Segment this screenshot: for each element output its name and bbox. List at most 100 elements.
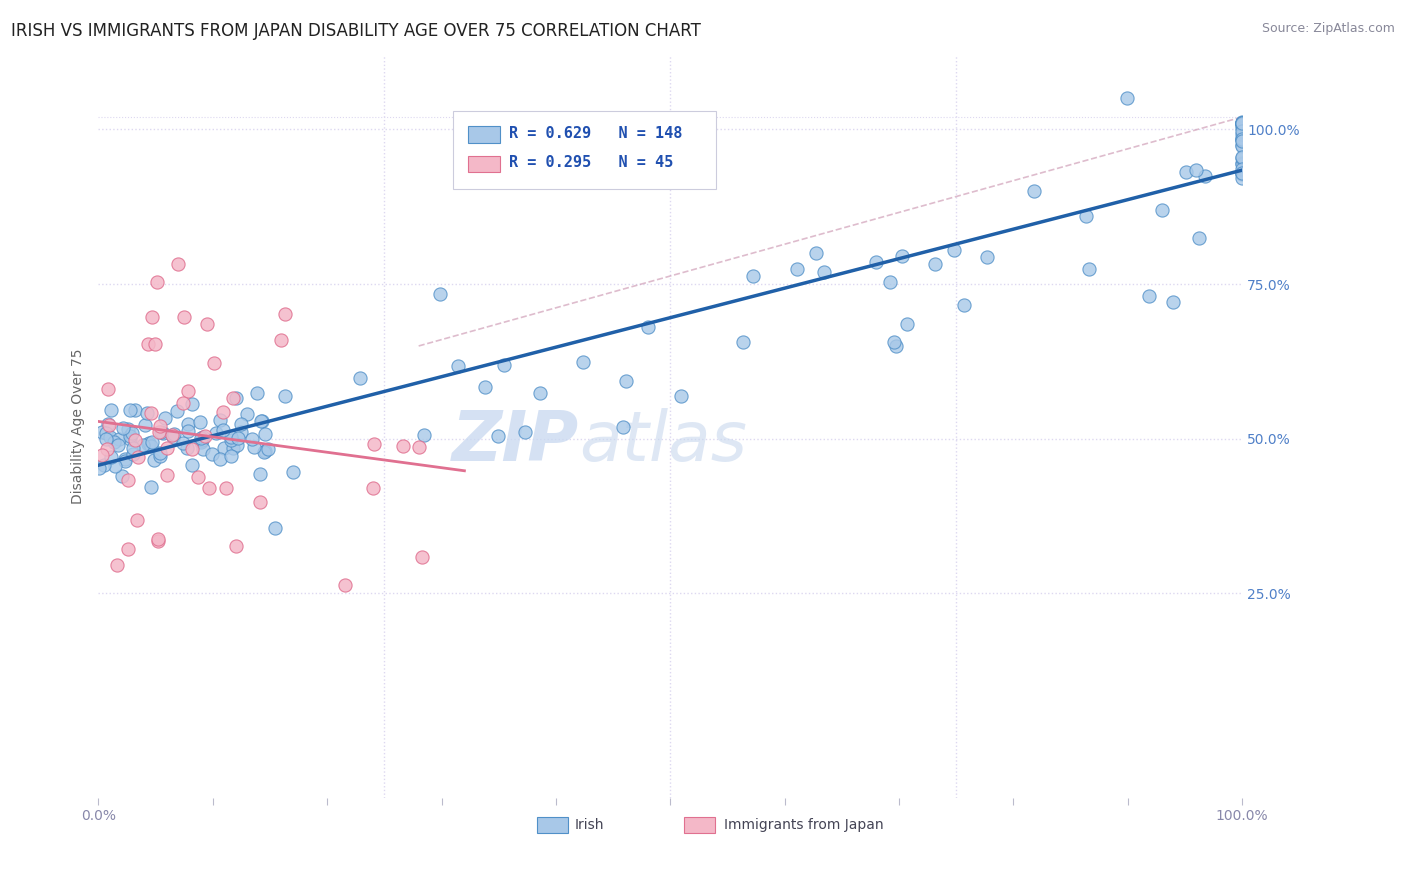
Point — [143, 453, 166, 467]
Point — [190, 431, 212, 445]
Point — [813, 265, 835, 279]
Point — [1184, 163, 1206, 178]
Point — [231, 425, 253, 439]
Point — [121, 426, 143, 441]
Point — [141, 310, 163, 324]
Point — [953, 298, 976, 312]
Point — [225, 539, 247, 553]
Point — [413, 427, 436, 442]
Point — [162, 430, 184, 444]
Point — [349, 370, 371, 384]
Point — [121, 441, 143, 455]
Point — [132, 438, 155, 452]
Point — [139, 439, 162, 453]
Point — [1230, 116, 1253, 130]
Point — [134, 417, 156, 432]
Point — [90, 448, 112, 462]
Point — [163, 426, 186, 441]
Point — [162, 428, 184, 442]
Point — [204, 426, 226, 441]
Point — [188, 415, 211, 429]
Point — [1230, 131, 1253, 145]
Point — [1137, 289, 1160, 303]
Point — [89, 460, 111, 475]
Point — [146, 275, 169, 289]
Point — [139, 480, 162, 494]
Point — [637, 319, 659, 334]
Point — [177, 417, 200, 431]
Point — [229, 417, 252, 431]
Point — [138, 437, 160, 451]
Point — [1150, 202, 1173, 217]
Point — [194, 428, 217, 442]
Point — [121, 447, 143, 461]
Point — [283, 465, 305, 479]
Point — [1230, 166, 1253, 180]
Point — [136, 337, 159, 351]
Point — [486, 429, 509, 443]
Point — [1230, 116, 1253, 130]
Text: Source: ZipAtlas.com: Source: ZipAtlas.com — [1261, 22, 1395, 36]
Point — [97, 417, 120, 431]
Point — [865, 255, 887, 269]
Point — [219, 430, 242, 444]
Point — [1163, 295, 1185, 310]
Point — [215, 481, 238, 495]
Point — [187, 469, 209, 483]
Point — [236, 407, 259, 421]
Point — [429, 286, 451, 301]
Point — [976, 251, 998, 265]
Point — [177, 384, 200, 399]
Point — [1230, 139, 1253, 153]
Point — [391, 439, 413, 453]
Point — [1078, 261, 1101, 276]
Point — [274, 307, 297, 321]
Point — [149, 418, 172, 433]
Point — [1230, 157, 1253, 171]
Point — [221, 433, 243, 447]
Point — [97, 382, 120, 396]
Point — [117, 473, 139, 487]
Point — [97, 418, 120, 433]
Point — [253, 427, 276, 442]
Point — [253, 445, 276, 459]
Point — [883, 334, 905, 349]
FancyBboxPatch shape — [468, 127, 501, 143]
Point — [896, 317, 918, 331]
Text: IRISH VS IMMIGRANTS FROM JAPAN DISABILITY AGE OVER 75 CORRELATION CHART: IRISH VS IMMIGRANTS FROM JAPAN DISABILIT… — [11, 22, 702, 40]
Point — [212, 423, 235, 437]
Point — [1194, 169, 1216, 183]
Point — [250, 414, 273, 428]
Point — [173, 310, 195, 325]
Point — [107, 438, 129, 452]
Point — [96, 425, 118, 440]
Point — [156, 442, 179, 456]
Point — [153, 410, 176, 425]
Point — [1230, 116, 1253, 130]
Point — [1230, 171, 1253, 186]
Point — [208, 451, 231, 466]
Point — [411, 550, 433, 565]
Point — [924, 257, 946, 271]
Point — [138, 435, 160, 450]
Point — [250, 414, 273, 428]
Point — [93, 458, 115, 472]
Point — [1230, 161, 1253, 176]
Point — [103, 435, 125, 450]
Point — [446, 359, 468, 373]
Point — [180, 458, 202, 472]
Point — [172, 436, 194, 450]
Point — [1230, 132, 1253, 146]
Point — [149, 449, 172, 463]
Point — [176, 425, 198, 439]
Point — [263, 521, 285, 535]
Point — [208, 413, 231, 427]
Point — [571, 355, 593, 369]
Point — [139, 406, 162, 420]
Point — [146, 532, 169, 546]
Point — [408, 440, 430, 454]
Point — [149, 446, 172, 460]
Point — [256, 442, 278, 457]
Point — [225, 391, 247, 405]
Point — [118, 402, 141, 417]
